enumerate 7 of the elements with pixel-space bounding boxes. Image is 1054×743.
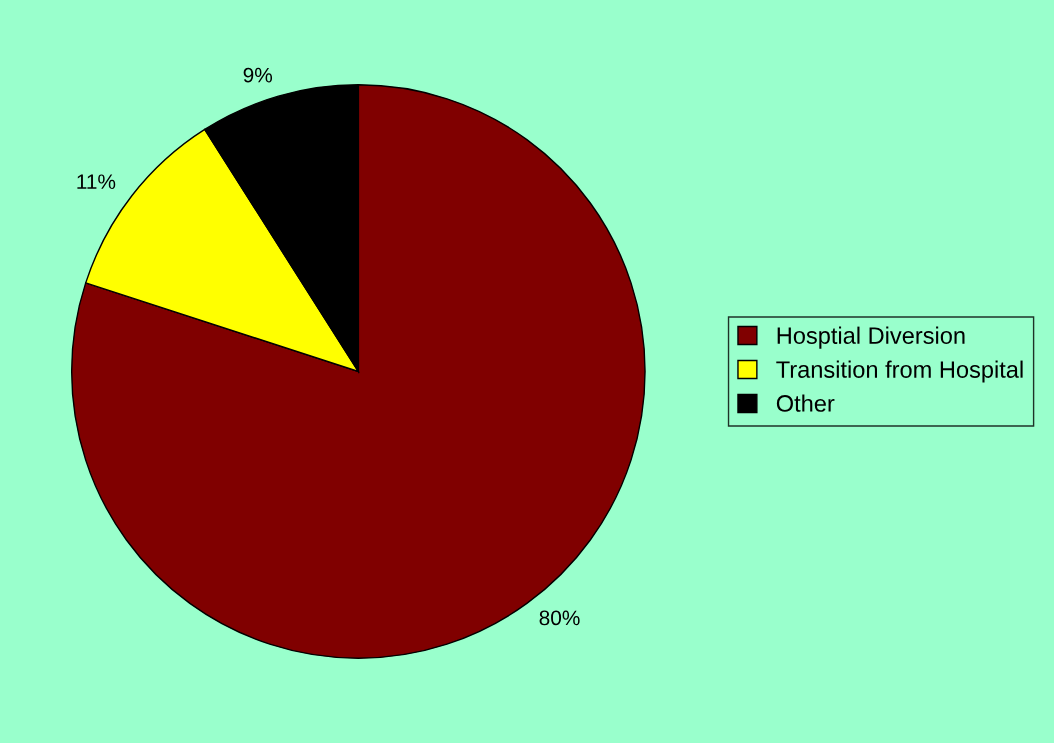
legend-label: Transition from Hospital	[776, 360, 1023, 383]
data-label: 9%	[243, 67, 273, 83]
data-label: 11%	[77, 174, 116, 189]
legend-label: Other	[776, 394, 835, 412]
data-label: 80%	[539, 610, 580, 626]
legend-label: Hosptial Diversion	[777, 326, 965, 349]
pie-slice	[70, 84, 646, 659]
